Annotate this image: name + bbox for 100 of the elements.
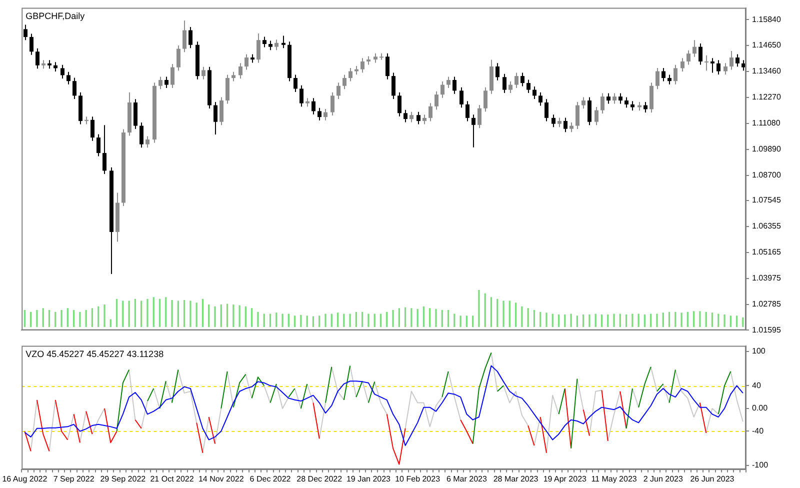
- y-tick-label: -40: [752, 426, 764, 436]
- candlestick: [460, 86, 464, 108]
- y-tick-label: 40: [752, 380, 762, 390]
- candlestick: [416, 111, 420, 125]
- y-tick-label: 1.11080: [752, 118, 781, 128]
- candlestick: [478, 104, 482, 129]
- x-tick-label: 21 Oct 2022: [150, 474, 194, 484]
- candlestick: [422, 114, 426, 125]
- candlestick: [30, 33, 34, 56]
- y-tick-label: 1.12270: [752, 92, 782, 102]
- candlestick: [188, 26, 192, 49]
- candlestick: [594, 106, 598, 126]
- candlestick: [576, 102, 580, 130]
- candlestick: [730, 50, 734, 70]
- y-tick-label: 0.00: [752, 404, 768, 413]
- candlestick: [724, 62, 728, 76]
- candlestick: [484, 86, 488, 112]
- candlestick: [508, 81, 512, 94]
- candlestick: [164, 76, 168, 89]
- candlestick: [526, 79, 530, 94]
- y-tick-label: 1.15840: [752, 14, 782, 24]
- candlestick: [170, 64, 174, 89]
- x-tick-label: 28 Mar 2023: [493, 474, 539, 484]
- candlestick: [612, 92, 616, 104]
- candlestick: [564, 117, 568, 133]
- candlestick: [552, 114, 556, 128]
- candlestick: [268, 40, 272, 51]
- candlestick: [324, 108, 328, 121]
- candlestick: [342, 74, 346, 90]
- candlestick: [606, 92, 610, 104]
- candlestick: [496, 62, 500, 81]
- candlestick: [736, 54, 740, 68]
- candlestick: [452, 76, 456, 94]
- candlestick: [256, 33, 260, 64]
- x-tick-label: 19 Apr 2023: [543, 474, 588, 484]
- candlestick: [446, 76, 450, 89]
- x-tick-label: 16 Aug 2022: [2, 474, 48, 484]
- candlestick: [300, 84, 304, 108]
- x-tick-label: 11 May 2023: [591, 474, 638, 484]
- y-tick-label: 1.05165: [752, 248, 782, 257]
- chart-title: GBPCHF,Daily: [26, 10, 86, 21]
- candlestick: [244, 54, 248, 70]
- candlestick: [472, 114, 476, 148]
- y-tick-label: -100: [752, 460, 769, 470]
- candlestick: [520, 72, 524, 87]
- candlestick: [102, 124, 106, 174]
- x-tick-label: 26 Jun 2023: [690, 474, 735, 484]
- x-tick-label: 19 Jan 2023: [346, 474, 392, 484]
- candlestick: [294, 74, 298, 92]
- x-tick-label: 6 Mar 2023: [446, 474, 488, 484]
- candlestick: [410, 111, 414, 123]
- candlestick: [428, 102, 432, 122]
- candlestick: [392, 72, 396, 100]
- x-tick-label: 7 Sep 2022: [53, 474, 95, 484]
- candlestick: [318, 107, 322, 121]
- candlestick: [96, 134, 100, 157]
- y-tick-label: 1.01595: [752, 325, 782, 334]
- candlestick: [440, 81, 444, 98]
- candlestick: [232, 71, 236, 82]
- y-tick-label: 1.09890: [752, 144, 782, 154]
- candlestick: [24, 24, 28, 41]
- candlestick: [374, 52, 378, 64]
- candlestick: [398, 92, 402, 117]
- candlestick: [146, 136, 150, 148]
- candlestick: [514, 72, 518, 89]
- candlestick: [502, 73, 506, 94]
- candlestick: [66, 71, 70, 85]
- candlestick: [140, 122, 144, 148]
- candlestick: [716, 60, 720, 76]
- candlestick: [404, 109, 408, 123]
- x-tick-label: 6 Dec 2022: [250, 474, 292, 484]
- candlestick: [72, 77, 76, 100]
- y-tick-label: 1.03975: [752, 274, 782, 283]
- y-tick-label: 1.14650: [752, 40, 782, 50]
- candlestick: [134, 98, 138, 130]
- candlestick: [182, 20, 186, 53]
- candlestick: [680, 58, 684, 72]
- candlestick: [544, 98, 548, 122]
- candlestick: [582, 96, 586, 110]
- candlestick: [570, 122, 574, 133]
- y-tick-label: 1.06355: [752, 222, 782, 231]
- candlestick: [624, 96, 628, 108]
- candlestick: [330, 92, 334, 116]
- x-tick-label: 29 Sep 2022: [100, 474, 146, 484]
- candlestick: [692, 40, 696, 58]
- candlestick: [538, 92, 542, 106]
- candlestick: [668, 74, 672, 85]
- candlestick: [698, 43, 702, 66]
- candlestick: [90, 116, 94, 142]
- y-tick-label: 1.07545: [752, 196, 782, 205]
- candlestick: [656, 67, 660, 90]
- x-tick-label: 14 Nov 2022: [198, 474, 244, 484]
- x-tick-label: 10 Feb 2023: [395, 474, 441, 484]
- candlestick: [348, 67, 352, 82]
- candlestick: [704, 54, 708, 72]
- candlestick: [662, 67, 666, 82]
- candlestick: [710, 58, 714, 74]
- candlestick: [60, 64, 64, 79]
- candlestick: [238, 62, 242, 79]
- candlestick: [386, 52, 390, 80]
